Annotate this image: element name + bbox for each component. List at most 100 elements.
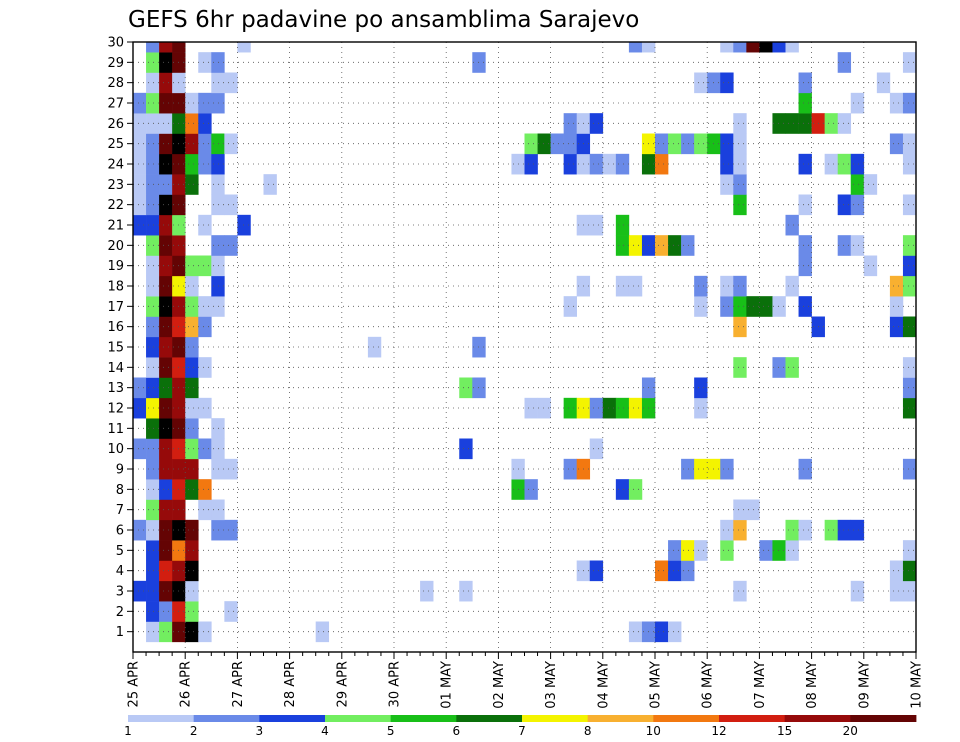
- heatmap-cell: [720, 72, 734, 94]
- y-tick-label: 23: [107, 178, 124, 193]
- heatmap-cell: [720, 275, 734, 297]
- heatmap-cell: [211, 499, 225, 521]
- heatmap-cell: [159, 418, 173, 439]
- heatmap-cell: [459, 377, 473, 399]
- color-swatch: [522, 715, 589, 722]
- heatmap-cell: [628, 621, 643, 643]
- heatmap-cell: [902, 194, 917, 216]
- heatmap-cell: [211, 72, 225, 94]
- x-tick-label: 30 APR: [388, 661, 403, 707]
- color-bar-label: 10: [646, 724, 661, 738]
- heatmap-cell: [720, 296, 734, 317]
- y-tick-label: 1: [116, 625, 124, 640]
- heatmap-cell: [211, 519, 225, 541]
- heatmap-cell: [720, 133, 734, 155]
- heatmap-cell: [185, 540, 199, 561]
- heatmap-cell: [902, 560, 917, 582]
- x-tick-label: 26 APR: [179, 661, 194, 707]
- y-tick-label: 14: [107, 361, 124, 376]
- heatmap-cell: [655, 560, 669, 582]
- heatmap-cell: [146, 418, 160, 439]
- heatmap-cell: [198, 153, 212, 175]
- heatmap-cell: [198, 214, 212, 236]
- x-tick-label: 29 APR: [335, 661, 350, 707]
- color-bar-label: 7: [518, 724, 526, 738]
- heatmap-cell: [889, 316, 904, 338]
- heatmap-cell: [198, 52, 212, 73]
- heatmap-cell: [733, 174, 747, 195]
- y-tick-label: 16: [107, 320, 124, 335]
- heatmap-cell: [185, 560, 199, 582]
- heatmap-cell: [837, 519, 852, 541]
- heatmap-cell: [185, 377, 199, 399]
- heatmap-cell: [694, 133, 708, 155]
- x-tick-label: 02 MAY: [492, 661, 507, 709]
- heatmap-cell: [889, 133, 904, 155]
- heatmap-cell: [563, 296, 577, 317]
- heatmap-cell: [720, 519, 734, 541]
- color-bar-label: 2: [190, 724, 198, 738]
- heatmap-cell: [198, 296, 212, 317]
- heatmap-cell: [628, 275, 643, 297]
- heatmap-cell: [133, 377, 147, 399]
- heatmap-cell: [315, 621, 330, 643]
- heatmap-cell: [146, 601, 160, 622]
- heatmap-cell: [159, 479, 173, 500]
- color-swatch: [456, 715, 523, 722]
- heatmap-cell: [785, 275, 799, 297]
- heatmap-cell: [185, 275, 199, 297]
- color-swatch: [653, 715, 720, 722]
- heatmap-cell: [185, 580, 199, 602]
- heatmap-cell: [198, 133, 212, 155]
- heatmap-cell: [224, 458, 238, 480]
- heatmap-cell: [146, 580, 160, 602]
- y-tick-label: 17: [107, 300, 124, 315]
- heatmap-cell: [159, 601, 173, 622]
- heatmap-cell: [185, 357, 199, 378]
- heatmap-cell: [224, 194, 238, 216]
- heatmap-cell: [733, 194, 747, 216]
- heatmap-cell: [759, 42, 773, 53]
- heatmap-cell: [655, 621, 669, 643]
- heatmap-cell: [668, 560, 682, 582]
- heatmap-cell: [681, 540, 695, 561]
- heatmap-cell: [563, 133, 577, 155]
- heatmap-cell: [733, 519, 747, 541]
- heatmap-cell: [824, 519, 838, 541]
- heatmap-cell: [850, 153, 865, 175]
- x-tick-label: 28 APR: [283, 661, 298, 707]
- heatmap-cell: [133, 153, 147, 175]
- heatmap-cell: [694, 458, 708, 480]
- color-swatch: [587, 715, 654, 722]
- y-tick-label: 4: [116, 564, 124, 579]
- x-tick-label: 09 MAY: [857, 661, 872, 709]
- heatmap-cells: [133, 42, 917, 643]
- heatmap-cell: [263, 174, 277, 195]
- heatmap-cell: [733, 580, 747, 602]
- color-bar-label: 4: [321, 724, 329, 738]
- color-swatch: [259, 715, 326, 722]
- heatmap-cell: [159, 275, 173, 297]
- chart-title: GEFS 6hr padavine po ansamblima Sarajevo: [128, 7, 639, 33]
- heatmap-cell: [759, 296, 773, 317]
- heatmap-cell: [902, 397, 917, 419]
- heatmap-cell: [902, 255, 917, 277]
- heatmap-cell: [902, 153, 917, 175]
- heatmap-cell: [746, 42, 760, 53]
- x-tick-label: 10 MAY: [910, 661, 925, 709]
- heatmap-cell: [798, 255, 812, 277]
- y-tick-label: 12: [107, 402, 124, 417]
- heatmap-cell: [902, 580, 917, 602]
- color-swatch: [719, 715, 786, 722]
- heatmap-cell: [367, 336, 382, 358]
- color-swatch: [784, 715, 851, 722]
- y-tick-label: 2: [116, 605, 124, 620]
- heatmap-cell: [889, 296, 904, 317]
- heatmap-cell: [785, 357, 799, 378]
- heatmap-cell: [694, 377, 708, 399]
- heatmap-cell: [159, 540, 173, 561]
- heatmap-cell: [198, 499, 212, 521]
- heatmap-cell: [159, 621, 173, 643]
- heatmap-cell: [198, 316, 212, 338]
